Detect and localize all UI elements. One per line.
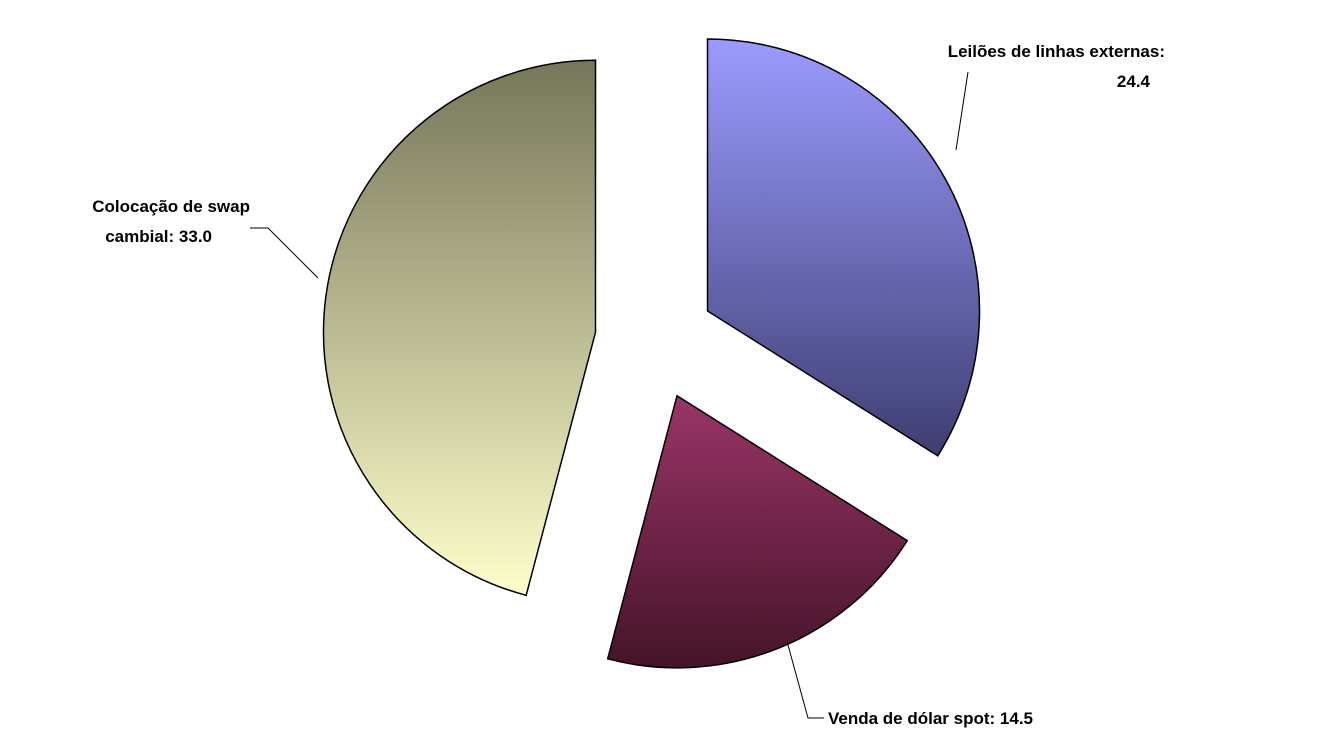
data-label: Leilões de linhas externas:	[948, 42, 1165, 61]
data-label: 24.4	[1117, 72, 1151, 91]
pie-slice	[706, 38, 981, 457]
pie-slice	[606, 394, 909, 669]
data-label: Venda de dólar spot: 14.5	[828, 709, 1033, 728]
leader-line	[250, 227, 319, 279]
data-label: Colocação de swap	[92, 197, 250, 216]
leader-line	[787, 644, 824, 719]
pie-slice	[322, 59, 597, 597]
data-label: cambial: 33.0	[105, 227, 212, 246]
leader-line	[955, 71, 969, 151]
